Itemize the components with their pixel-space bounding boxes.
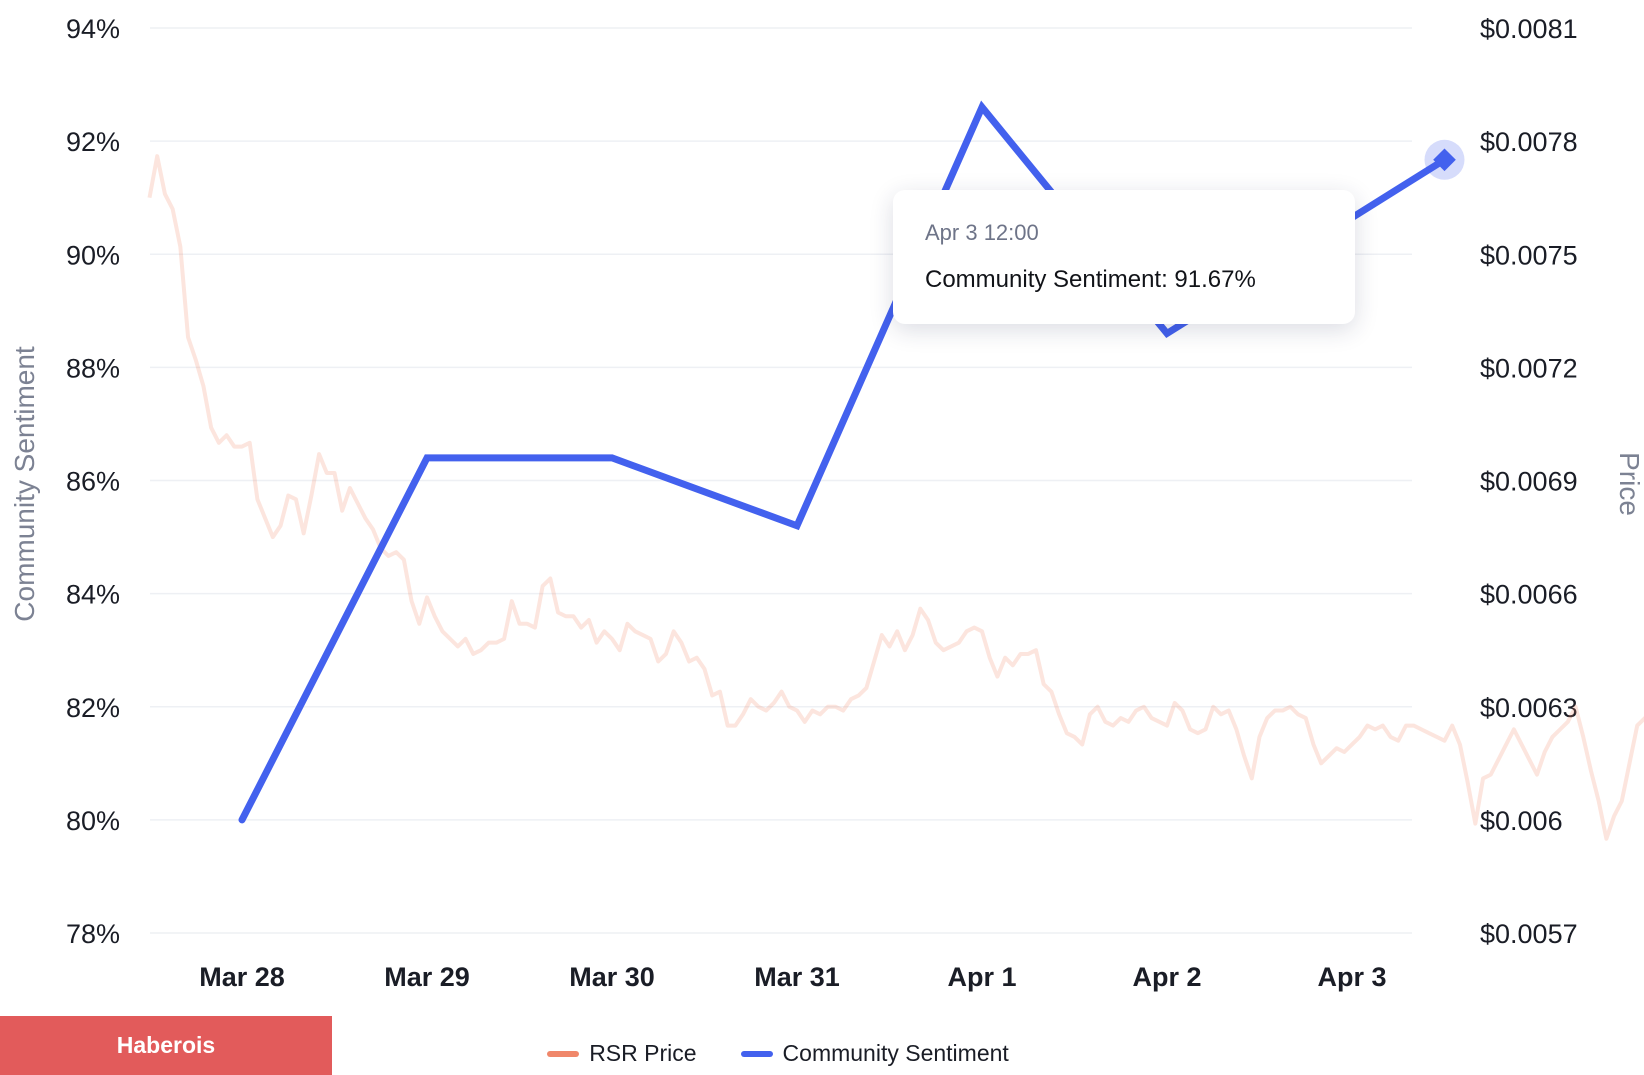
legend-label-community-sentiment: Community Sentiment	[782, 1040, 1009, 1066]
left-tick-label: 82%	[66, 693, 120, 723]
right-tick-label: $0.0081	[1480, 14, 1578, 44]
left-tick-label: 80%	[66, 806, 120, 836]
right-tick-label: $0.0072	[1480, 353, 1578, 383]
legend-item-community-sentiment[interactable]: Community Sentiment	[740, 1040, 1009, 1067]
right-axis-title: Price	[1614, 452, 1644, 516]
rsr-price-line	[147, 154, 1644, 841]
x-tick-label: Mar 28	[199, 962, 285, 992]
legend-swatch-rsr-price	[547, 1050, 580, 1057]
x-tick-label: Apr 2	[1132, 962, 1201, 992]
gridlines	[150, 27, 1412, 934]
legend-item-rsr-price[interactable]: RSR Price	[547, 1040, 697, 1067]
left-axis-ticks: 94% 92% 90% 88% 86% 84% 82% 80% 78%	[66, 14, 120, 949]
x-tick-label: Mar 31	[754, 962, 840, 992]
right-tick-label: $0.0078	[1480, 127, 1578, 157]
left-tick-label: 78%	[66, 919, 120, 949]
tooltip-time: Apr 3 12:00	[925, 220, 1039, 245]
legend: RSR Price Community Sentiment	[0, 1040, 1600, 1067]
right-tick-label: $0.0075	[1480, 240, 1578, 270]
legend-label-rsr-price: RSR Price	[589, 1040, 697, 1066]
tooltip-value: Community Sentiment: 91.67%	[925, 266, 1256, 293]
tooltip: Apr 3 12:00 Community Sentiment: 91.67%	[893, 190, 1355, 324]
left-tick-label: 92%	[66, 127, 120, 157]
left-tick-label: 94%	[66, 14, 120, 44]
left-tick-label: 84%	[66, 580, 120, 610]
right-axis-ticks: $0.0081 $0.0078 $0.0075 $0.0072 $0.0069 $0.00…	[1480, 14, 1578, 949]
x-tick-label: Apr 3	[1317, 962, 1386, 992]
left-tick-label: 88%	[66, 353, 120, 383]
right-tick-label: $0.0066	[1480, 580, 1578, 610]
active-point-marker[interactable]	[1424, 139, 1465, 180]
left-axis-title: Community Sentiment	[9, 346, 40, 622]
left-tick-label: 86%	[66, 467, 120, 497]
x-tick-label: Mar 30	[569, 962, 655, 992]
rsr-price-series	[147, 154, 1644, 841]
x-tick-label: Apr 1	[947, 962, 1016, 992]
right-tick-label: $0.0063	[1480, 693, 1578, 723]
right-tick-label: $0.0057	[1480, 919, 1578, 949]
right-tick-label: $0.0069	[1480, 467, 1578, 497]
left-tick-label: 90%	[66, 240, 120, 270]
right-tick-label: $0.006	[1480, 806, 1563, 836]
x-tick-label: Mar 29	[384, 962, 470, 992]
watermark-badge: Haberois	[0, 1016, 332, 1075]
x-axis-ticks: Mar 28 Mar 29 Mar 30 Mar 31 Apr 1 Apr 2 Apr 3	[199, 962, 1386, 992]
legend-swatch-community-sentiment	[740, 1050, 773, 1057]
